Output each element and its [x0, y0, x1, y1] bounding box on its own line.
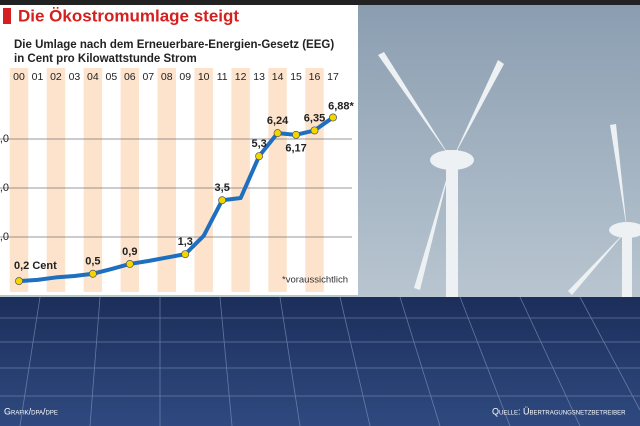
plot: 00 01 02 03 04 05 06 07 08 09 10 11 12 13 14 15 16 17 2,0 4… [0, 68, 355, 292]
point [15, 277, 23, 286]
chart-title: Die Ökostromumlage steigt [18, 6, 239, 25]
x-tick-label: 09 [179, 71, 191, 83]
y-tick-label: 6,0 [0, 133, 9, 145]
column-stripe [305, 68, 324, 292]
point [218, 196, 227, 205]
note: *voraussichtlich [282, 275, 348, 286]
x-tick-label: 15 [290, 71, 302, 83]
point [88, 269, 97, 278]
top-bar [0, 0, 640, 5]
y-tick-label: 2,0 [0, 231, 9, 243]
x-tick-label: 12 [235, 71, 247, 83]
point [292, 130, 300, 139]
source: Quelle: Übertragungsnetzbetreiber [492, 406, 626, 416]
x-tick-label: 00 [13, 71, 25, 83]
point [310, 126, 319, 135]
column-stripe [231, 68, 250, 292]
value-label: 5,3 [251, 138, 266, 150]
panel-grid [0, 296, 640, 426]
value-label: 1,3 [178, 236, 193, 248]
x-tick-label: 01 [32, 71, 44, 83]
point [255, 152, 264, 161]
x-tick-label: 11 [217, 71, 228, 83]
x-tick-label: 10 [198, 71, 210, 83]
value-label: 6,24 [267, 115, 289, 127]
value-label: 3,5 [215, 182, 230, 194]
subtitle: Die Umlage nach dem Erneuerbare-Energien… [14, 39, 334, 51]
solar-panels [0, 297, 640, 426]
value-label: 6,88* [328, 100, 354, 112]
value-label: 6,35 [304, 112, 325, 124]
y-tick-label: 4,0 [0, 182, 9, 194]
title-marker [3, 8, 11, 24]
column-stripe [46, 68, 66, 292]
x-tick-label: 07 [142, 71, 154, 83]
credit: Grafik/dpa/dpe [4, 406, 58, 416]
x-tick-label: 08 [161, 71, 173, 83]
header-panel [0, 5, 358, 67]
value-label: 0,5 [85, 256, 100, 268]
point [329, 113, 337, 122]
x-tick-label: 04 [87, 71, 99, 83]
point [181, 250, 190, 259]
point [125, 260, 134, 268]
value-label: 0,9 [122, 246, 137, 258]
x-tick-label: 05 [106, 71, 118, 83]
column-stripe [120, 68, 140, 292]
x-tick-label: 02 [50, 71, 62, 83]
column-stripe [194, 68, 213, 292]
column-stripe [268, 68, 287, 292]
wind-turbines [378, 52, 640, 300]
x-tick-label: 06 [124, 71, 136, 83]
column-stripe [83, 68, 103, 292]
point [273, 129, 282, 138]
x-tick-label: 03 [69, 71, 81, 83]
x-tick-label: 17 [327, 71, 339, 83]
x-tick-label: 16 [309, 71, 321, 83]
x-tick-label: 13 [253, 71, 265, 83]
column-stripe [157, 68, 176, 292]
value-label: 6,17 [285, 143, 306, 155]
column-stripe [9, 68, 29, 292]
subtitle: in Cent pro Kilowattstunde Strom [14, 53, 197, 65]
value-label: 0,2 Cent [14, 260, 57, 272]
x-tick-label: 14 [272, 71, 284, 83]
